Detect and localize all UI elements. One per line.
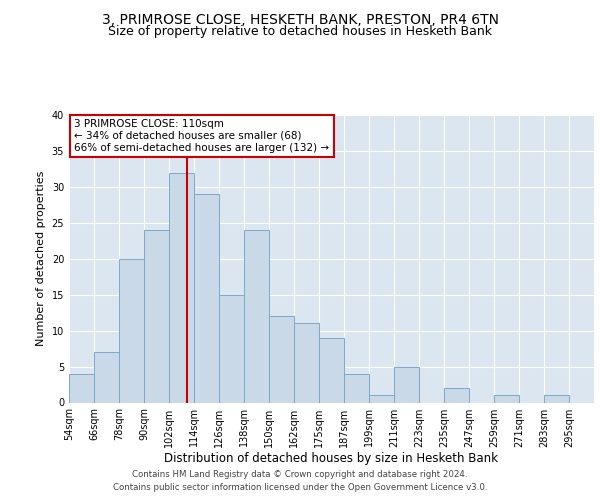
Y-axis label: Number of detached properties: Number of detached properties: [36, 171, 46, 346]
Bar: [494, 396, 519, 402]
Bar: [444, 388, 469, 402]
Bar: [94, 352, 119, 403]
Text: 3, PRIMROSE CLOSE, HESKETH BANK, PRESTON, PR4 6TN: 3, PRIMROSE CLOSE, HESKETH BANK, PRESTON…: [101, 12, 499, 26]
Bar: [319, 338, 344, 402]
X-axis label: Distribution of detached houses by size in Hesketh Bank: Distribution of detached houses by size …: [164, 452, 499, 466]
Text: Size of property relative to detached houses in Hesketh Bank: Size of property relative to detached ho…: [108, 25, 492, 38]
Text: Contains HM Land Registry data © Crown copyright and database right 2024.: Contains HM Land Registry data © Crown c…: [132, 470, 468, 479]
Bar: [369, 396, 394, 402]
Bar: [219, 294, 244, 403]
Text: Contains public sector information licensed under the Open Government Licence v3: Contains public sector information licen…: [113, 483, 487, 492]
Bar: [544, 396, 569, 402]
Bar: [394, 366, 419, 402]
Bar: [344, 374, 369, 402]
Bar: [294, 324, 319, 402]
Bar: [169, 172, 194, 402]
Bar: [144, 230, 169, 402]
Bar: [119, 259, 144, 402]
Bar: [69, 374, 94, 402]
Text: 3 PRIMROSE CLOSE: 110sqm
← 34% of detached houses are smaller (68)
66% of semi-d: 3 PRIMROSE CLOSE: 110sqm ← 34% of detach…: [74, 120, 329, 152]
Bar: [244, 230, 269, 402]
Bar: [194, 194, 219, 402]
Bar: [269, 316, 294, 402]
